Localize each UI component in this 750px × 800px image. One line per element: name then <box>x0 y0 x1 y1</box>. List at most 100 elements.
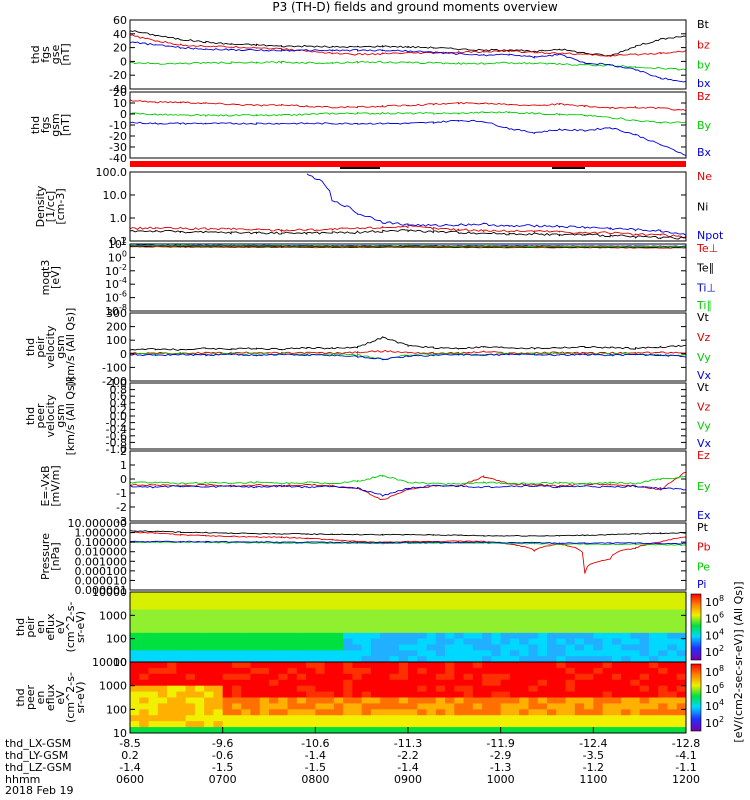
spectrogram-cell <box>204 615 214 622</box>
x-tick-label: -1.5 <box>212 761 233 774</box>
spectrogram-cell <box>676 656 687 663</box>
spectrogram-cell <box>148 644 159 651</box>
spectrogram-cell <box>130 597 140 605</box>
spectrogram-cell <box>306 656 316 663</box>
y-tick-label: 1000 <box>99 680 127 693</box>
spectrogram-cell <box>500 638 511 645</box>
spectrogram-cell <box>574 644 585 651</box>
spectrogram-cell <box>593 673 604 681</box>
spectrogram-cell <box>148 632 159 640</box>
x-tick-label: 0900 <box>394 773 422 786</box>
spectrogram-cell <box>648 638 659 645</box>
spectrogram-cell <box>167 727 177 734</box>
spectrogram-cell <box>315 603 326 610</box>
series-line-Bz <box>130 99 686 112</box>
spectrogram-cell <box>630 609 641 616</box>
spectrogram-cell <box>584 644 594 651</box>
spectrogram-cell <box>584 597 594 605</box>
series-line-Ex <box>130 484 686 497</box>
spectrogram-cell <box>630 667 641 675</box>
spectrogram-cell <box>259 650 270 657</box>
spectrogram-cell <box>602 621 613 628</box>
spectrogram-cell <box>157 656 168 663</box>
spectrogram-cell <box>500 662 511 669</box>
spectrogram-cell <box>361 679 372 687</box>
spectrogram-cell <box>324 603 335 610</box>
spectrogram-cell <box>417 727 428 734</box>
spectrogram-cell <box>352 603 363 610</box>
spectrogram-cell <box>148 656 159 663</box>
spectrogram-cell <box>547 673 557 681</box>
y-tick-label: 10-8 <box>105 303 127 318</box>
spectrogram-cell <box>204 673 214 681</box>
spectrogram-cell <box>333 691 344 698</box>
spectrogram-cell <box>482 709 492 716</box>
panel-frame <box>129 91 687 159</box>
spectrogram-cell <box>593 727 604 734</box>
spectrogram-cell <box>343 715 353 722</box>
spectrogram-cell <box>676 709 687 716</box>
spectrogram-cell <box>194 656 205 663</box>
spectrogram-cell <box>333 609 344 616</box>
panel-frame <box>129 171 687 242</box>
spectrogram-cell <box>213 615 224 622</box>
x-axis-row-label: thd_LY-GSM <box>5 749 68 762</box>
spectrogram-cell <box>602 650 613 657</box>
spectrogram-cell <box>435 656 446 663</box>
spectrogram-cell <box>435 685 446 693</box>
spectrogram-cell <box>389 627 400 634</box>
spectrogram-cell <box>500 603 511 610</box>
spectrogram-cell <box>139 679 150 687</box>
spectrogram-cell <box>537 715 548 722</box>
spectrogram-cell <box>482 656 492 663</box>
spectrogram-cell <box>204 667 214 675</box>
spectrogram-cell <box>621 650 631 657</box>
spectrogram-cell <box>639 727 650 734</box>
spectrogram-cell <box>556 615 567 622</box>
spectrogram-cell <box>621 697 631 704</box>
spectrogram-cell <box>204 715 214 722</box>
spectrogram-cell <box>426 592 437 599</box>
spectrogram-cell <box>333 615 344 622</box>
spectrogram-cell <box>231 703 242 710</box>
spectrogram-cell <box>259 615 270 622</box>
spectrogram-cell <box>194 703 205 710</box>
y-tick-label: 40 <box>113 28 127 41</box>
spectrogram-cell <box>482 615 492 622</box>
spectrogram-cell <box>139 703 150 710</box>
spectrogram-cell <box>380 727 390 734</box>
y-axis-label-line: Density <box>34 185 47 227</box>
y-tick-label: -40 <box>109 152 127 165</box>
spectrogram-cell <box>296 592 307 599</box>
x-tick-label: -1.2 <box>583 761 604 774</box>
spectrogram-cell <box>630 627 641 634</box>
y-tick-label: 0.8 <box>110 384 128 397</box>
spectrogram-cell <box>639 662 650 669</box>
spectrogram-cell <box>306 597 316 605</box>
spectrogram-cell <box>250 685 261 693</box>
spectrogram-cell <box>667 638 678 645</box>
panel-peer_velocity: VtVzVyVx1.00.80.60.40.20.0-0.2-0.4-0.6-0… <box>24 377 712 456</box>
spectrogram-cell <box>185 673 196 681</box>
spectrogram-cell <box>472 638 483 645</box>
spectrogram-cell <box>593 685 604 693</box>
y-axis-label-line: [nT] <box>59 43 72 65</box>
spectrogram-cell <box>584 662 594 669</box>
spectrogram-cell <box>194 673 205 681</box>
spectrogram-cell <box>139 609 150 616</box>
spectrogram-cell <box>667 673 678 681</box>
spectrogram-cell <box>306 638 316 645</box>
spectrogram-cell <box>445 727 455 734</box>
spectrogram-cell <box>482 715 492 722</box>
legend-Ti⊥: Ti⊥ <box>696 281 716 294</box>
spectrogram-cell <box>343 667 353 675</box>
spectrogram-cell <box>639 603 650 610</box>
spectrogram-cell <box>500 727 511 734</box>
spectrogram-cell <box>259 592 270 599</box>
spectrogram-cell <box>519 685 529 693</box>
spectrogram-cell <box>259 673 270 681</box>
y-axis-label-line: [cm-3] <box>54 188 67 224</box>
spectrogram-cell <box>491 679 502 687</box>
spectrogram-cell <box>352 703 363 710</box>
spectrogram-cell <box>398 644 409 651</box>
